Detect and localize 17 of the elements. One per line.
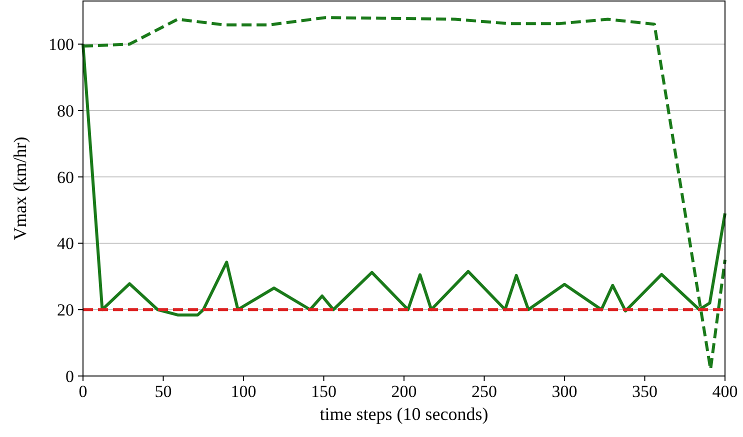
- x-tick-label: 200: [391, 382, 417, 401]
- x-tick-label: 300: [552, 382, 578, 401]
- x-tick-label: 50: [154, 382, 172, 401]
- y-tick-label: 100: [48, 35, 74, 54]
- x-tick-label: 350: [632, 382, 658, 401]
- x-tick-label: 100: [230, 382, 256, 401]
- x-axis-title: time steps (10 seconds): [320, 404, 488, 424]
- y-tick-label: 0: [66, 366, 74, 386]
- y-tick-label: 20: [57, 300, 74, 320]
- x-tick-label: 150: [311, 382, 336, 401]
- x-tick-label: 400: [712, 382, 738, 401]
- x-tick-label: 0: [78, 382, 88, 401]
- y-axis-title: Vmax (km/hr): [10, 136, 30, 240]
- x-tick-label: 250: [472, 382, 497, 401]
- y-tick-label: 60: [57, 168, 74, 187]
- y-tick-label: 80: [57, 101, 74, 120]
- y-tick-label: 40: [57, 234, 74, 254]
